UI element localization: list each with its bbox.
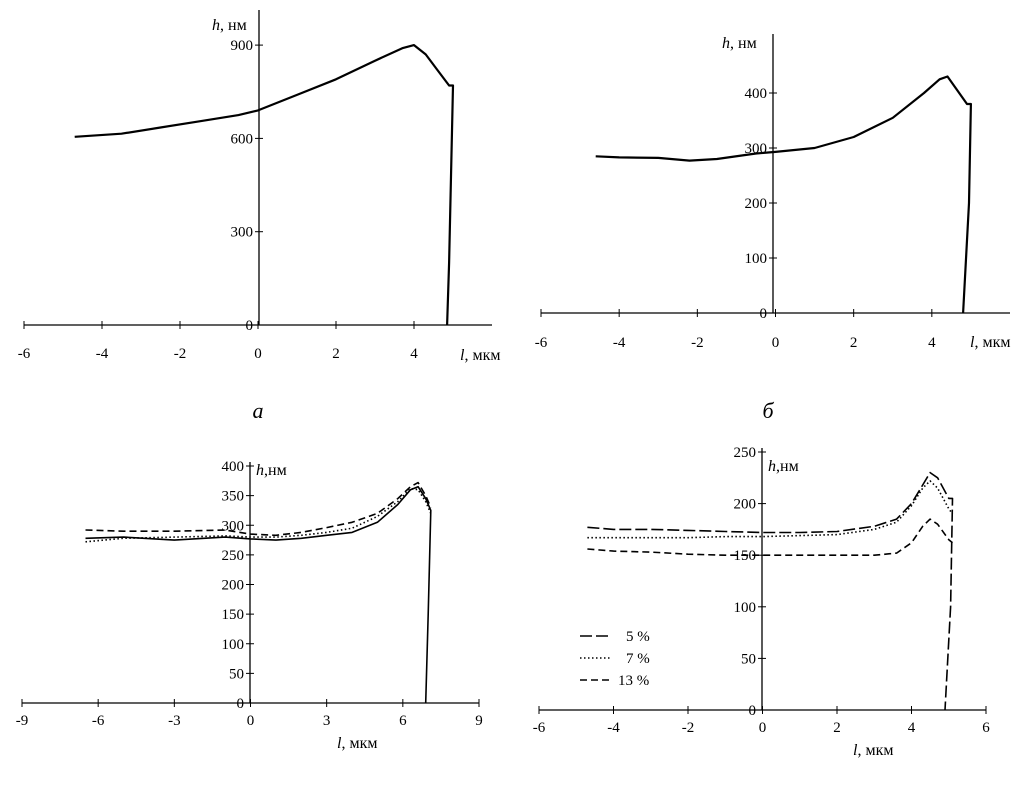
x-axis-var: l xyxy=(853,742,858,759)
y-tick-label: 250 xyxy=(222,548,245,564)
x-axis-unit: , мкм xyxy=(857,742,893,759)
x-tick-label: 4 xyxy=(410,346,418,362)
series-line-7 xyxy=(587,480,954,539)
y-tick-label: 150 xyxy=(734,548,757,564)
series-line-2 xyxy=(85,481,432,537)
y-axis-var: h xyxy=(722,35,730,52)
chart-panel-3: -9 -6 -3 0 3 6 9 0 50 100 150 200 250 300 350 400 h,нм l,… xyxy=(16,459,483,752)
y-tick-label: 400 xyxy=(222,459,245,475)
y-tick-label: 100 xyxy=(745,251,768,267)
x-tick-label: 6 xyxy=(982,720,990,736)
panel-label: а xyxy=(253,398,264,423)
x-axis-label: l, мкм xyxy=(970,334,1010,351)
y-tick-label: 50 xyxy=(229,666,244,682)
x-axis-var: l xyxy=(970,334,975,351)
x-tick-label: 2 xyxy=(850,335,858,351)
y-axis-label: h,нм xyxy=(256,462,287,479)
y-tick-label: 100 xyxy=(734,600,757,616)
x-axis-label: l, мкм xyxy=(853,742,893,759)
y-tick-label: 250 xyxy=(734,445,757,461)
y-tick-label: 0 xyxy=(749,703,757,719)
y-axis-var: h xyxy=(256,462,264,479)
series-line-5 xyxy=(587,471,954,711)
y-axis-label: h, нм xyxy=(212,17,247,34)
x-tick-label: 0 xyxy=(759,720,767,736)
x-tick-label: 2 xyxy=(833,720,841,736)
legend: 5 % 7 % 13 % xyxy=(580,629,650,689)
y-tick-label: 200 xyxy=(734,497,757,513)
x-axis-unit: , мкм xyxy=(974,334,1010,351)
series-line-1 xyxy=(595,75,973,314)
x-axis-var: l xyxy=(337,735,342,752)
x-tick-label: -9 xyxy=(16,713,29,729)
series-line-1 xyxy=(85,485,432,704)
y-tick-label: 600 xyxy=(231,131,254,147)
chart-panel-1: -6 -4 -2 0 2 4 0 300 600 900 h, нм l, мкм а xyxy=(18,10,500,423)
y-tick-label: 0 xyxy=(760,306,768,322)
legend-label: 7 % xyxy=(626,651,650,667)
x-tick-label: 9 xyxy=(475,713,483,729)
x-tick-label: -2 xyxy=(682,720,695,736)
series-line-13 xyxy=(587,518,954,557)
x-axis-var: l xyxy=(460,347,465,364)
x-axis-unit: , мкм xyxy=(464,347,500,364)
y-tick-label: 0 xyxy=(237,696,245,712)
x-tick-label: -6 xyxy=(535,335,548,351)
x-tick-label: -6 xyxy=(92,713,105,729)
y-tick-label: 200 xyxy=(222,578,245,594)
x-tick-label: 2 xyxy=(332,346,340,362)
y-axis-unit: , нм xyxy=(730,35,757,52)
y-tick-label: 200 xyxy=(745,196,768,212)
y-axis-var: h xyxy=(212,17,220,34)
x-tick-label: -4 xyxy=(96,346,109,362)
y-tick-label: 300 xyxy=(231,225,254,241)
y-axis-label: h,нм xyxy=(768,458,799,475)
x-tick-label: -2 xyxy=(174,346,187,362)
legend-label: 5 % xyxy=(626,629,650,645)
y-axis-var: h xyxy=(768,458,776,475)
y-tick-label: 100 xyxy=(222,637,245,653)
y-tick-label: 50 xyxy=(741,651,756,667)
x-axis-label: l, мкм xyxy=(460,347,500,364)
x-tick-label: -4 xyxy=(607,720,620,736)
x-tick-label: -2 xyxy=(691,335,704,351)
x-axis-label: l, мкм xyxy=(337,735,377,752)
x-tick-label: 4 xyxy=(908,720,916,736)
x-tick-label: -6 xyxy=(18,346,31,362)
x-tick-label: 3 xyxy=(323,713,331,729)
series-line-3 xyxy=(85,487,432,543)
y-tick-label: 350 xyxy=(222,489,245,505)
panel-label: б xyxy=(762,398,774,423)
y-axis-unit: ,нм xyxy=(776,458,799,475)
y-tick-label: 400 xyxy=(745,86,768,102)
x-axis-unit: , мкм xyxy=(341,735,377,752)
y-tick-label: 0 xyxy=(246,318,254,334)
x-tick-label: 0 xyxy=(772,335,780,351)
series-line-1 xyxy=(74,43,455,326)
x-tick-label: 0 xyxy=(254,346,262,362)
y-axis-unit: ,нм xyxy=(264,462,287,479)
legend-label: 13 % xyxy=(618,673,649,689)
x-tick-label: 6 xyxy=(399,713,407,729)
chart-panel-4: -6 -4 -2 0 2 4 6 0 50 100 150 200 250 h,нм l, мкм 5 % 7 … xyxy=(533,445,991,759)
x-tick-label: -3 xyxy=(168,713,181,729)
x-tick-label: 0 xyxy=(247,713,255,729)
x-tick-label: -6 xyxy=(533,720,546,736)
x-tick-label: -4 xyxy=(613,335,626,351)
y-axis-unit: , нм xyxy=(220,17,247,34)
y-tick-label: 150 xyxy=(222,607,245,623)
x-tick-label: 4 xyxy=(928,335,936,351)
y-axis-label: h, нм xyxy=(722,35,757,52)
y-tick-label: 300 xyxy=(222,518,245,534)
y-tick-label: 900 xyxy=(231,38,254,54)
